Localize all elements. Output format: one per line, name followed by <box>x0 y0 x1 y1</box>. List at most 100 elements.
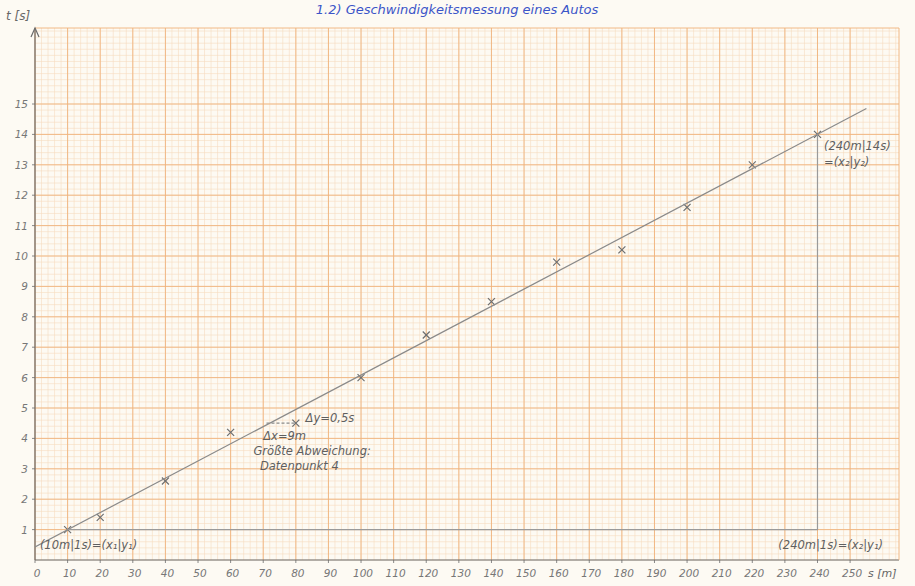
paper-grid-fine <box>35 128 899 129</box>
paper-grid-fine <box>35 104 899 105</box>
paper-grid-fine <box>406 28 407 560</box>
paper-grid-fine <box>80 28 81 560</box>
paper-grid-fine <box>126 28 127 560</box>
paper-grid-fine <box>35 505 899 506</box>
y-tick <box>32 104 35 105</box>
paper-grid-fine <box>765 28 766 560</box>
x-tick-label: 80 <box>291 567 305 579</box>
paper-grid-fine <box>35 560 899 561</box>
paper-grid-fine <box>35 353 899 354</box>
grid-line-x <box>621 28 622 560</box>
y-tick <box>32 347 35 348</box>
paper-grid-fine <box>439 28 440 560</box>
paper-grid-fine <box>393 28 394 560</box>
paper-grid-fine <box>556 28 557 560</box>
paper-grid-fine <box>35 365 899 366</box>
x-tick-label: 160 <box>549 567 569 579</box>
paper-grid-fine <box>334 28 335 560</box>
paper-grid-fine <box>856 28 857 560</box>
paper-grid-fine <box>35 474 899 475</box>
paper-grid-fine <box>824 28 825 560</box>
paper-grid-fine <box>35 450 899 451</box>
paper-grid-fine <box>739 28 740 560</box>
paper-grid-fine <box>595 28 596 560</box>
grid-line-y <box>35 438 899 439</box>
grid-line-y <box>35 104 899 105</box>
y-tick <box>32 195 35 196</box>
paper-grid-fine <box>35 383 899 384</box>
x-tick-label: 140 <box>483 567 503 579</box>
grid-line-x <box>67 28 68 560</box>
grid-line-x <box>458 28 459 560</box>
y-tick-label: 8 <box>21 311 28 323</box>
line-series <box>35 109 866 547</box>
paper-grid-fine <box>237 28 238 560</box>
paper-grid-fine <box>35 37 899 38</box>
paper-grid-fine <box>35 341 899 342</box>
paper-grid-fine <box>35 389 899 390</box>
paper-grid-fine <box>687 28 688 560</box>
annotations: (10m|1s)=(x₁|y₁)(240m|14s)=(x₂|y₂)(240m|… <box>40 139 891 553</box>
paper-grid-fine <box>615 28 616 560</box>
paper-grid-fine <box>452 28 453 560</box>
marker-stroke <box>488 298 495 305</box>
paper-grid-fine <box>413 28 414 560</box>
paper-grid-fine <box>361 28 362 560</box>
x-tick <box>263 560 264 563</box>
paper-grid-fine <box>178 28 179 560</box>
annotation: Datenpunkt 4 <box>260 459 339 473</box>
x-tick <box>230 560 231 563</box>
x-tick-label: 170 <box>581 567 601 579</box>
y-tick <box>32 134 35 135</box>
x-tick <box>458 560 459 563</box>
paper-grid-fine <box>152 28 153 560</box>
paper-grid-fine <box>35 347 899 348</box>
paper-grid-fine <box>830 28 831 560</box>
paper-grid-fine <box>693 28 694 560</box>
paper-grid-fine <box>35 213 899 214</box>
paper-grid-fine <box>700 28 701 560</box>
grid-line-x <box>524 28 525 560</box>
paper-grid-fine <box>804 28 805 560</box>
paper-grid-fine <box>426 28 427 560</box>
y-tick-label: 14 <box>15 128 28 140</box>
paper-grid-fine <box>35 31 899 32</box>
x-tick-label: 40 <box>161 567 175 579</box>
paper-grid-fine <box>35 110 899 111</box>
x-tick <box>621 560 622 563</box>
grid-line-x <box>100 28 101 560</box>
paper-grid-fine <box>328 28 329 560</box>
paper-grid-fine <box>850 28 851 560</box>
y-tick-label: 5 <box>21 402 28 414</box>
x-tick <box>556 560 557 563</box>
paper-grid-fine <box>256 28 257 560</box>
x-tick <box>361 560 362 563</box>
grid-line-x <box>132 28 133 560</box>
paper-grid-fine <box>35 316 899 317</box>
x-tick <box>35 560 36 563</box>
x-tick <box>393 560 394 563</box>
grid-line-x <box>752 28 753 560</box>
marker-stroke <box>97 514 104 521</box>
grid-line-y <box>35 468 899 469</box>
paper-grid-fine <box>550 28 551 560</box>
x-tick-label: 230 <box>777 567 797 579</box>
paper-grid-fine <box>876 28 877 560</box>
paper-grid-fine <box>387 28 388 560</box>
y-axis <box>34 28 35 560</box>
y-axis-title: t [s] <box>6 9 30 23</box>
paper-grid-fine <box>35 140 899 141</box>
grid-line-x <box>687 28 688 560</box>
x-tick-label: 20 <box>96 567 110 579</box>
marker-stroke <box>488 298 495 305</box>
marks <box>35 109 866 547</box>
y-tick-label: 13 <box>15 159 28 171</box>
x-tick <box>198 560 199 563</box>
grid-line-y <box>35 408 899 409</box>
paper-grid-fine <box>400 28 401 560</box>
paper-grid-fine <box>837 28 838 560</box>
paper-grid-fine <box>634 28 635 560</box>
paper-grid-fine <box>35 73 899 74</box>
paper-grid-fine <box>706 28 707 560</box>
paper-grid-fine <box>732 28 733 560</box>
